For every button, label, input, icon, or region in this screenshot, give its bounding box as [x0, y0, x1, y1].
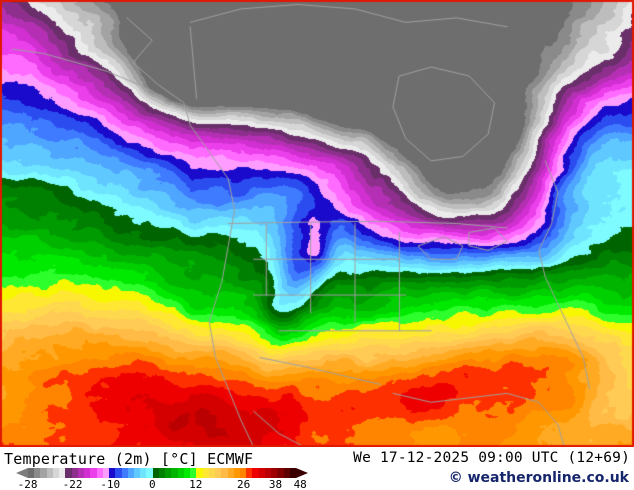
colorbar-segment — [252, 468, 259, 478]
colorbar-segment — [171, 468, 178, 478]
colorbar-segment — [158, 468, 166, 478]
colorbar-segment — [140, 468, 147, 478]
colorbar-segment — [227, 468, 234, 478]
colorbar-segment — [90, 468, 97, 478]
colorbar-segment — [283, 468, 290, 478]
colorbar-segment — [246, 468, 253, 478]
colorbar-segment — [121, 468, 128, 478]
colorbar-segment — [65, 468, 72, 478]
colorbar-segment — [46, 468, 53, 478]
colorbar-segment — [84, 468, 91, 478]
colorbar-segment — [77, 468, 85, 478]
chart-title: Temperature (2m) [°C] ECMWF — [4, 450, 254, 468]
colorbar-segment — [190, 468, 197, 478]
weather-map-panel[interactable] — [0, 0, 634, 447]
colorbar-segment — [109, 468, 116, 478]
colorbar-segment — [271, 468, 278, 478]
colorbar-tick: -22 — [62, 478, 83, 490]
colorbar-tick: 26 — [237, 478, 251, 490]
colorbar-segment — [221, 468, 228, 478]
colorbar-segment — [289, 468, 297, 478]
map-footer: Temperature (2m) [°C] ECMWF We 17-12-202… — [0, 447, 634, 490]
temperature-map-canvas[interactable] — [0, 0, 634, 447]
colorbar-tick: 38 — [268, 478, 283, 490]
colorbar-tick-labels: -28 -22 -10 0 12 26 38 48 — [8, 478, 318, 490]
colorbar-segment — [52, 468, 60, 478]
colorbar-segment — [233, 468, 240, 478]
colorbar-segment — [183, 468, 191, 478]
colorbar-segment — [196, 468, 203, 478]
colorbar-segment — [115, 468, 122, 478]
colorbar-segment — [133, 468, 141, 478]
colorbar-high-arrow-icon — [296, 468, 308, 478]
colorbar-segment — [152, 468, 159, 478]
colorbar-tick: 12 — [189, 478, 203, 490]
colorbar-segment — [258, 468, 265, 478]
colorbar-segment — [71, 468, 78, 478]
colorbar-segments — [28, 468, 297, 478]
copyright-label: © weatheronline.co.uk — [448, 470, 629, 486]
colorbar-segment — [277, 468, 284, 478]
colorbar-segment — [102, 468, 110, 478]
colorbar-segment — [40, 468, 47, 478]
valid-time-label: We 17-12-2025 09:00 UTC (12+69) — [353, 450, 630, 466]
colorbar-segment — [239, 468, 247, 478]
colorbar-segment — [208, 468, 216, 478]
colorbar-tick: 48 — [293, 478, 307, 490]
colorbar-tick: 0 — [148, 478, 156, 490]
colorbar-low-arrow-icon — [16, 468, 28, 478]
colorbar-segment — [177, 468, 184, 478]
colorbar-tick: -28 — [17, 478, 38, 490]
colorbar-segment — [202, 468, 209, 478]
colorbar-segment — [215, 468, 222, 478]
colorbar-segment — [96, 468, 103, 478]
colorbar-segment — [28, 468, 35, 478]
colorbar-segment — [34, 468, 41, 478]
colorbar-segment — [165, 468, 172, 478]
colorbar-segment — [127, 468, 134, 478]
colorbar-tick: -10 — [100, 478, 121, 490]
colorbar-segment — [146, 468, 153, 478]
colorbar-segment — [59, 468, 66, 478]
temperature-colorbar: -28 -22 -10 0 12 26 38 48 — [8, 468, 318, 490]
colorbar-segment — [264, 468, 272, 478]
